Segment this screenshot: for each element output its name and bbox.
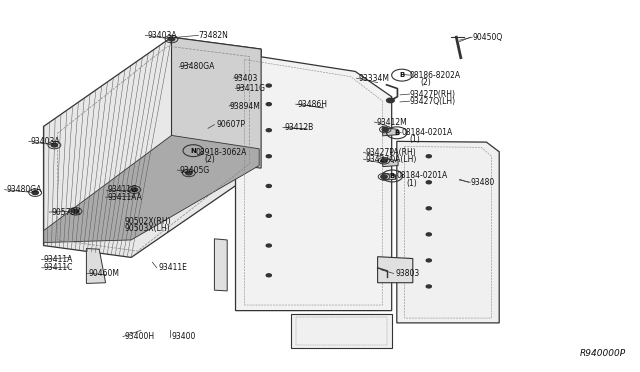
Text: 93486H: 93486H bbox=[298, 100, 328, 109]
Polygon shape bbox=[44, 135, 259, 243]
Text: 93403A: 93403A bbox=[147, 31, 177, 40]
Text: 90503X(LH): 90503X(LH) bbox=[125, 224, 170, 232]
Text: 93400H: 93400H bbox=[125, 332, 155, 341]
Text: 93894M: 93894M bbox=[229, 102, 260, 110]
Text: 93405G: 93405G bbox=[179, 166, 209, 174]
Text: B: B bbox=[390, 173, 395, 179]
Text: 93411A: 93411A bbox=[44, 255, 73, 264]
Text: B: B bbox=[399, 72, 404, 78]
Text: 93480GA: 93480GA bbox=[6, 185, 42, 194]
Circle shape bbox=[426, 181, 431, 184]
Text: 93803: 93803 bbox=[396, 269, 420, 278]
Polygon shape bbox=[214, 239, 227, 291]
Circle shape bbox=[426, 207, 431, 210]
Circle shape bbox=[266, 84, 271, 87]
Circle shape bbox=[381, 175, 387, 179]
Text: 93411AA: 93411AA bbox=[108, 193, 142, 202]
Polygon shape bbox=[44, 37, 261, 257]
Text: 08184-0201A: 08184-0201A bbox=[401, 128, 452, 137]
Polygon shape bbox=[236, 53, 392, 311]
Circle shape bbox=[426, 259, 431, 262]
Polygon shape bbox=[172, 37, 261, 168]
Circle shape bbox=[266, 185, 271, 187]
Circle shape bbox=[32, 191, 38, 195]
Text: 93411E: 93411E bbox=[159, 263, 188, 272]
Circle shape bbox=[426, 155, 431, 158]
Text: 93403: 93403 bbox=[234, 74, 258, 83]
Text: 93411C: 93411C bbox=[44, 263, 73, 272]
Text: 93427PA(RH): 93427PA(RH) bbox=[365, 148, 416, 157]
Polygon shape bbox=[383, 127, 398, 136]
Text: 93480: 93480 bbox=[470, 178, 495, 187]
Circle shape bbox=[266, 129, 271, 132]
Circle shape bbox=[382, 128, 388, 131]
Polygon shape bbox=[383, 173, 396, 180]
Circle shape bbox=[426, 285, 431, 288]
Text: N: N bbox=[190, 148, 196, 154]
Text: 08918-3062A: 08918-3062A bbox=[195, 148, 246, 157]
Text: 90460M: 90460M bbox=[88, 269, 119, 278]
Circle shape bbox=[381, 159, 387, 163]
Text: 90570X: 90570X bbox=[51, 208, 81, 217]
Text: 93427P(RH): 93427P(RH) bbox=[410, 90, 456, 99]
Circle shape bbox=[266, 274, 271, 277]
Text: (2): (2) bbox=[420, 78, 431, 87]
Text: B: B bbox=[394, 130, 399, 136]
Circle shape bbox=[266, 103, 271, 106]
Circle shape bbox=[72, 209, 79, 213]
Text: 90607P: 90607P bbox=[216, 120, 245, 129]
Text: 93412M: 93412M bbox=[376, 118, 407, 126]
Circle shape bbox=[186, 171, 192, 175]
Text: 93411G: 93411G bbox=[236, 84, 266, 93]
Text: 93334M: 93334M bbox=[358, 74, 389, 83]
Text: 08186-8202A: 08186-8202A bbox=[410, 71, 461, 80]
Polygon shape bbox=[397, 141, 499, 323]
Text: (1): (1) bbox=[410, 135, 420, 144]
Circle shape bbox=[387, 98, 394, 103]
Text: 93427Q(LH): 93427Q(LH) bbox=[410, 97, 456, 106]
Text: 93427QA(LH): 93427QA(LH) bbox=[365, 155, 417, 164]
Text: 93480GA: 93480GA bbox=[179, 62, 214, 71]
Polygon shape bbox=[383, 158, 398, 167]
Circle shape bbox=[266, 244, 271, 247]
Polygon shape bbox=[291, 314, 392, 348]
Text: 93412B: 93412B bbox=[285, 123, 314, 132]
Circle shape bbox=[266, 214, 271, 217]
Text: R940000P: R940000P bbox=[580, 349, 626, 358]
Text: 93400: 93400 bbox=[172, 332, 196, 341]
Text: 93411G: 93411G bbox=[108, 185, 138, 194]
Circle shape bbox=[426, 233, 431, 236]
Polygon shape bbox=[378, 257, 413, 283]
Polygon shape bbox=[86, 248, 106, 283]
Text: 08184-0201A: 08184-0201A bbox=[397, 171, 448, 180]
Text: 73482N: 73482N bbox=[198, 31, 228, 40]
Text: (1): (1) bbox=[406, 179, 417, 187]
Circle shape bbox=[51, 143, 58, 147]
Text: (2): (2) bbox=[205, 155, 216, 164]
Text: 90450Q: 90450Q bbox=[472, 33, 502, 42]
Circle shape bbox=[168, 37, 175, 41]
Circle shape bbox=[266, 155, 271, 158]
Text: 93403A: 93403A bbox=[31, 137, 60, 146]
Text: 90502X(RH): 90502X(RH) bbox=[125, 217, 172, 226]
Circle shape bbox=[131, 188, 138, 192]
